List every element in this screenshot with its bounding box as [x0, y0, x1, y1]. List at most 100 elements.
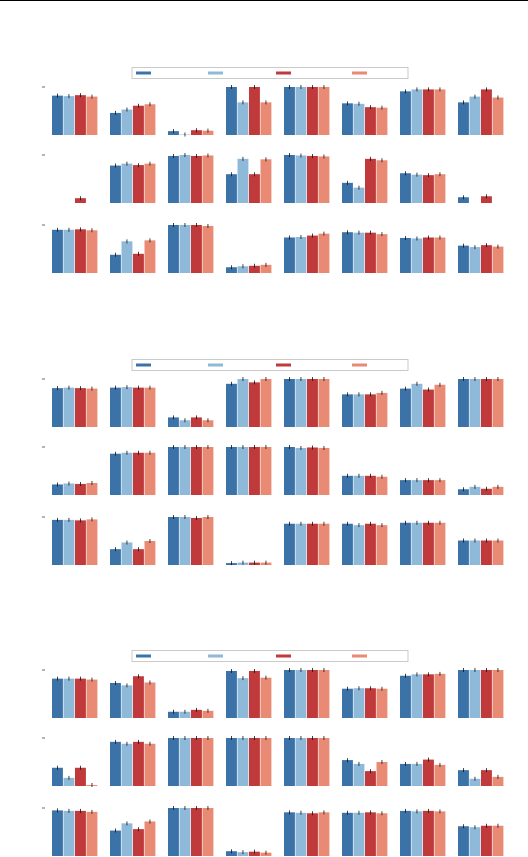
figure-block-2 — [42, 359, 504, 566]
bar-series-2 — [237, 158, 249, 203]
bar-series-3 — [191, 155, 202, 203]
bar-series-2 — [63, 483, 75, 495]
bar-series-1 — [226, 174, 237, 203]
bar-series-4 — [86, 96, 98, 135]
bar-series-3 — [307, 155, 318, 203]
bar-series-1 — [168, 738, 179, 786]
bar-series-2 — [63, 387, 75, 427]
bar-series-3 — [133, 165, 144, 203]
bar-series-2 — [295, 447, 307, 495]
panel-3 — [168, 736, 214, 786]
bar-series-1 — [226, 267, 237, 273]
legend-swatch-series-3 — [276, 71, 291, 75]
bar-series-4 — [376, 160, 388, 203]
bar-series-2 — [121, 387, 133, 427]
bar-series-3 — [75, 810, 86, 856]
bar-series-3 — [191, 517, 202, 565]
bar-series-4 — [318, 87, 330, 135]
bar-series-1 — [168, 447, 179, 495]
bar-series-1 — [342, 812, 353, 856]
bar-series-1 — [226, 670, 237, 718]
bar-series-4 — [144, 452, 156, 495]
bar-series-4 — [86, 811, 98, 856]
bar-series-1 — [52, 484, 63, 495]
panel-2 — [110, 161, 156, 203]
bar-series-4 — [318, 670, 330, 718]
bar-series-2 — [295, 87, 307, 135]
bar-series-2 — [411, 238, 423, 273]
bar-series-1 — [284, 812, 295, 856]
bar-series-3 — [191, 447, 202, 495]
bar-series-3 — [249, 87, 260, 135]
bar-series-1 — [400, 763, 411, 786]
bar-series-4 — [144, 821, 156, 856]
bar-series-1 — [168, 517, 179, 565]
bar-series-1 — [52, 229, 63, 273]
panel-8 — [458, 243, 504, 273]
bar-series-2 — [121, 241, 133, 273]
bar-series-1 — [52, 678, 63, 718]
bar-series-3 — [307, 235, 318, 273]
bar-series-4 — [492, 246, 504, 273]
bar-series-4 — [202, 517, 214, 565]
figure-block-3 — [42, 650, 504, 856]
bar-series-3 — [75, 483, 86, 495]
bar-series-1 — [168, 808, 179, 856]
bar-series-4 — [202, 155, 214, 203]
panel-2 — [110, 539, 156, 565]
bar-series-4 — [260, 264, 272, 273]
bar-series-2 — [63, 810, 75, 856]
bar-series-3 — [133, 452, 144, 495]
panel-1 — [52, 385, 98, 427]
panel-1 — [52, 93, 98, 135]
bar-series-2 — [121, 109, 133, 135]
bar-series-2 — [469, 486, 481, 495]
panel-8 — [458, 823, 504, 856]
bar-series-1 — [110, 165, 121, 203]
bar-series-1 — [458, 245, 469, 273]
bar-series-1 — [400, 91, 411, 135]
bar-series-1 — [342, 103, 353, 135]
bar-series-4 — [376, 234, 388, 273]
bar-series-1 — [400, 237, 411, 273]
bar-series-2 — [237, 266, 249, 273]
bar-series-1 — [400, 480, 411, 495]
bar-series-1 — [168, 155, 179, 203]
bar-series-2 — [179, 420, 191, 427]
bar-series-4 — [492, 379, 504, 427]
panel-2 — [110, 102, 156, 135]
bar-series-3 — [423, 237, 434, 273]
panel-2 — [110, 385, 156, 427]
bar-series-1 — [168, 417, 179, 427]
bar-series-1 — [226, 851, 237, 856]
row-2 — [42, 736, 504, 788]
bar-series-3 — [191, 709, 202, 718]
bar-series-2 — [353, 103, 365, 135]
bar-series-3 — [423, 175, 434, 203]
panel-4 — [226, 445, 272, 495]
bar-series-4 — [144, 240, 156, 273]
bar-series-2 — [411, 522, 423, 565]
bar-series-4 — [318, 447, 330, 495]
panel-8 — [458, 668, 504, 718]
bar-series-1 — [168, 225, 179, 273]
panel-2 — [110, 739, 156, 786]
bar-series-1 — [342, 688, 353, 718]
bar-series-1 — [52, 767, 63, 786]
bar-series-2 — [411, 89, 423, 135]
row-3 — [42, 515, 504, 566]
bar-series-1 — [400, 173, 411, 203]
legend-frame — [131, 359, 409, 371]
panel-4 — [226, 85, 272, 135]
bar-series-1 — [284, 523, 295, 565]
bar-series-3 — [423, 810, 434, 856]
bar-series-3 — [481, 488, 492, 495]
bar-series-1 — [342, 760, 353, 786]
panel-7 — [400, 381, 446, 427]
bar-series-4 — [260, 738, 272, 786]
legend-frame — [131, 67, 409, 79]
bar-series-4 — [144, 743, 156, 786]
panel-4 — [226, 736, 272, 786]
panel-3 — [168, 806, 214, 856]
bar-series-3 — [249, 851, 260, 856]
